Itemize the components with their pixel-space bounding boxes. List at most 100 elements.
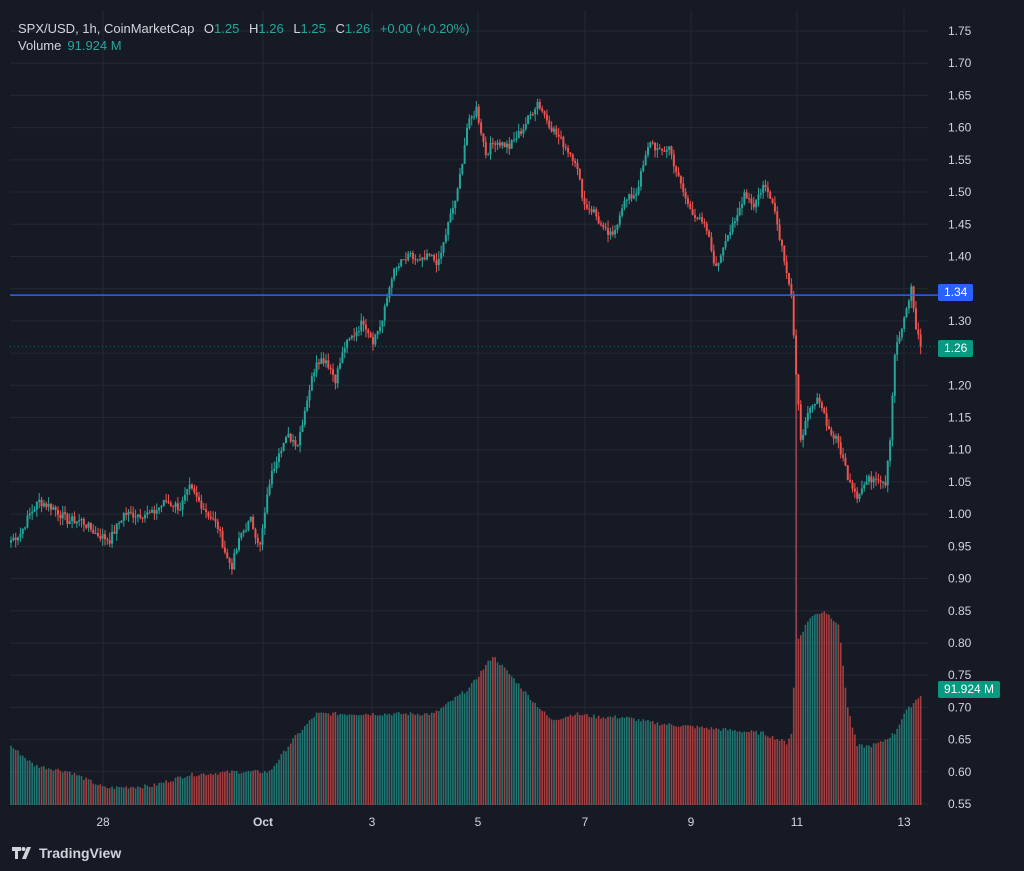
volume-bar bbox=[146, 785, 149, 805]
candle-body bbox=[190, 484, 193, 489]
volume-bar bbox=[362, 714, 365, 805]
candle-body bbox=[21, 528, 24, 534]
volume-bar bbox=[663, 723, 666, 805]
volume-bar bbox=[750, 730, 753, 805]
volume-bar bbox=[524, 691, 527, 805]
candle-body bbox=[776, 211, 779, 225]
volume-bar bbox=[29, 760, 31, 805]
volume-bar bbox=[506, 670, 508, 805]
candle-body bbox=[510, 140, 513, 149]
volume-bar bbox=[508, 673, 511, 805]
volume-bar bbox=[513, 678, 515, 805]
candle-body bbox=[120, 520, 123, 523]
candle-body bbox=[99, 536, 102, 539]
volume-bar bbox=[306, 723, 308, 805]
candle-body bbox=[89, 522, 92, 530]
volume-bar bbox=[125, 786, 127, 805]
candle-body bbox=[38, 499, 41, 502]
candle-body bbox=[484, 141, 487, 156]
volume-bar bbox=[677, 726, 680, 805]
volume-bar bbox=[440, 708, 442, 805]
volume-bar bbox=[334, 711, 337, 805]
volume-bar bbox=[64, 770, 66, 805]
volume-bar bbox=[816, 613, 819, 805]
candle-body bbox=[334, 374, 337, 384]
volume-bar bbox=[696, 725, 699, 805]
volume-bar bbox=[830, 618, 833, 805]
candle-body bbox=[343, 348, 346, 353]
candle-body bbox=[731, 223, 734, 233]
candle-body bbox=[280, 450, 283, 454]
candle-body bbox=[811, 405, 814, 408]
volume-bar bbox=[130, 787, 132, 805]
volume-bar bbox=[651, 720, 654, 805]
volume-bar bbox=[698, 727, 701, 805]
volume-bar bbox=[720, 730, 722, 805]
candle-body bbox=[235, 549, 238, 554]
volume-bar bbox=[571, 716, 574, 805]
volume-bar bbox=[891, 733, 894, 805]
candle-body bbox=[423, 257, 426, 260]
volume-bar bbox=[14, 750, 17, 805]
candle-body bbox=[24, 527, 27, 529]
volume-bar bbox=[567, 716, 569, 805]
candle-body bbox=[694, 215, 696, 218]
close-label: C bbox=[335, 21, 345, 36]
candle-body bbox=[320, 358, 323, 365]
volume-bar bbox=[856, 746, 858, 805]
candle-body bbox=[17, 537, 20, 541]
volume-value: 91.924 M bbox=[67, 38, 122, 53]
volume-bar bbox=[527, 694, 529, 805]
candle-body bbox=[816, 397, 819, 404]
volume-bar bbox=[184, 777, 186, 805]
volume-bar bbox=[799, 635, 802, 805]
candle-body bbox=[346, 339, 349, 349]
volume-bar bbox=[97, 785, 99, 805]
candle-body bbox=[299, 432, 302, 446]
candle-body bbox=[583, 197, 586, 205]
tradingview-logo[interactable]: TradingView bbox=[12, 845, 121, 861]
candle-body bbox=[313, 372, 316, 377]
volume-bar bbox=[889, 737, 891, 805]
candle-body bbox=[228, 558, 231, 563]
volume-bar bbox=[658, 725, 661, 805]
candle-body bbox=[294, 440, 297, 446]
x-tick-label: 9 bbox=[688, 815, 695, 829]
candle-body bbox=[505, 143, 508, 148]
candle-body bbox=[755, 199, 758, 208]
high-value: 1.26 bbox=[258, 21, 284, 36]
volume-bar bbox=[437, 710, 440, 805]
candle-body bbox=[169, 502, 172, 506]
volume-bar bbox=[40, 766, 43, 805]
candle-body bbox=[238, 538, 240, 550]
volume-bar bbox=[844, 687, 847, 805]
volume-bar bbox=[402, 713, 405, 805]
candle-body bbox=[155, 510, 158, 514]
volume-bar bbox=[863, 747, 866, 805]
volume-bar bbox=[390, 715, 393, 805]
ohlc-legend: SPX/USD, 1h, CoinMarketCap O1.25 H1.26 L… bbox=[18, 20, 469, 37]
volume-bar bbox=[851, 727, 854, 805]
candle-body bbox=[651, 142, 654, 144]
volume-bar bbox=[127, 788, 130, 805]
volume-bar bbox=[36, 764, 38, 805]
volume-bar bbox=[828, 614, 830, 805]
volume-bar bbox=[280, 754, 283, 805]
volume-bar bbox=[271, 769, 273, 805]
candle-body bbox=[148, 512, 151, 514]
volume-bar bbox=[487, 660, 489, 805]
volume-bar bbox=[520, 688, 522, 805]
candle-body bbox=[853, 488, 856, 492]
volume-bar bbox=[329, 715, 332, 805]
volume-bar bbox=[59, 770, 62, 805]
volume-bar bbox=[162, 782, 165, 805]
candle-body bbox=[632, 195, 635, 199]
candle-body bbox=[686, 198, 689, 204]
volume-bar bbox=[259, 772, 261, 805]
volume-bar bbox=[414, 714, 417, 805]
volume-bar bbox=[668, 723, 670, 805]
candle-body bbox=[501, 142, 504, 146]
volume-bar bbox=[87, 779, 90, 805]
candle-body bbox=[143, 514, 146, 519]
